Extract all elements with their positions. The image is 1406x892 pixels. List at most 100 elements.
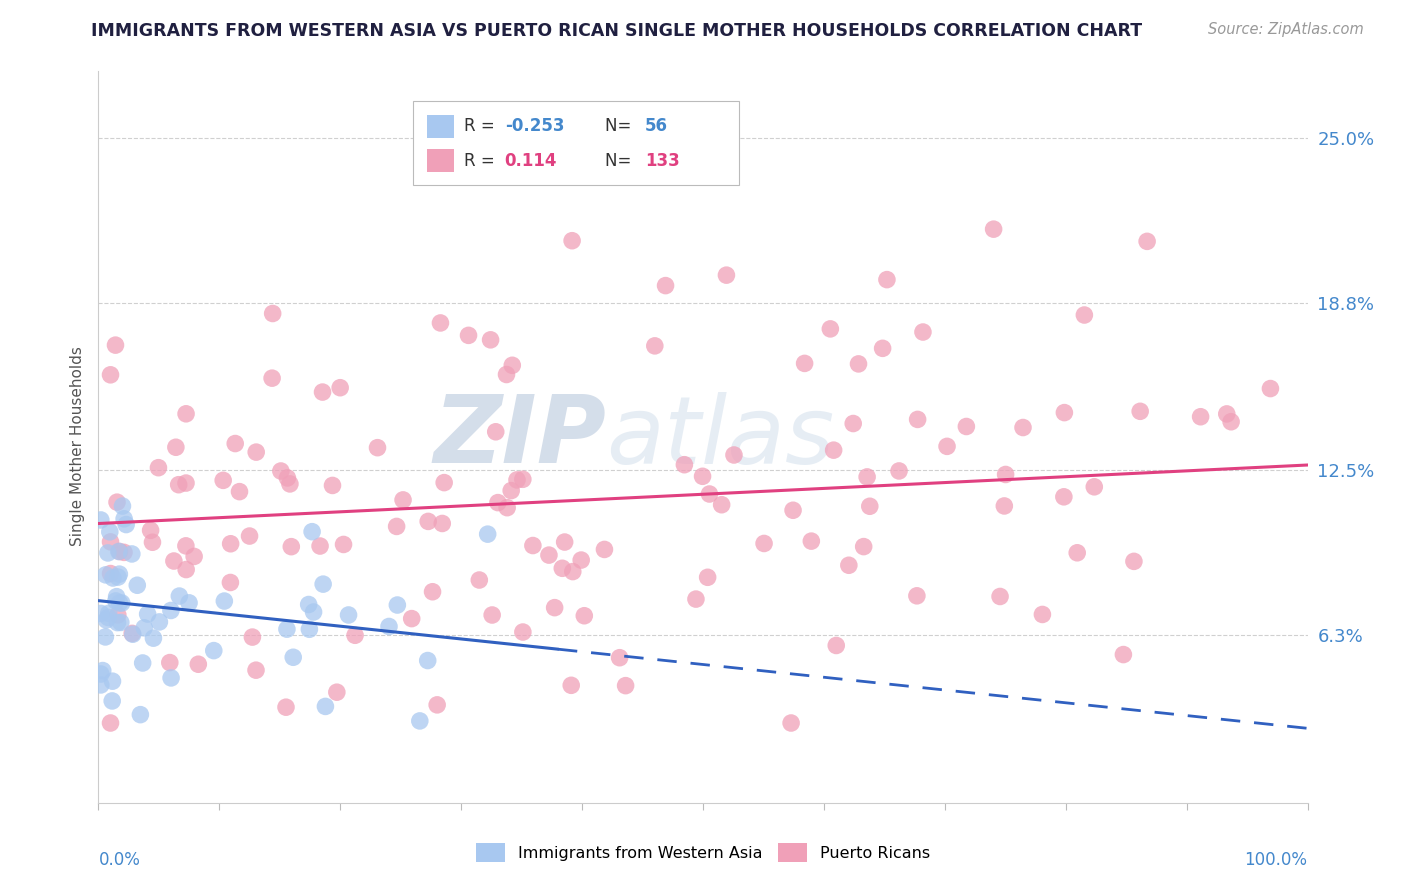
- Point: [673, 458, 696, 472]
- Text: N=: N=: [605, 117, 637, 136]
- Point: [426, 698, 449, 712]
- Point: [121, 547, 143, 561]
- Point: [104, 594, 127, 608]
- Point: [859, 500, 882, 514]
- Point: [97, 610, 120, 624]
- Point: [101, 571, 124, 585]
- Point: [174, 563, 197, 577]
- Bar: [427, 114, 454, 138]
- Point: [121, 626, 143, 640]
- Point: [90, 667, 112, 681]
- Point: [298, 598, 321, 612]
- Point: [167, 477, 190, 491]
- Text: IMMIGRANTS FROM WESTERN ASIA VS PUERTO RICAN SINGLE MOTHER HOUSEHOLDS CORRELATIO: IMMIGRANTS FROM WESTERN ASIA VS PUERTO R…: [91, 22, 1143, 40]
- Point: [1053, 406, 1076, 420]
- Point: [1122, 554, 1144, 568]
- Text: Source: ZipAtlas.com: Source: ZipAtlas.com: [1208, 22, 1364, 37]
- Point: [276, 622, 298, 636]
- Point: [148, 615, 170, 629]
- Point: [134, 621, 156, 635]
- Point: [496, 500, 519, 515]
- Point: [593, 542, 616, 557]
- Text: N=: N=: [605, 152, 637, 169]
- Point: [692, 469, 714, 483]
- Point: [100, 566, 122, 581]
- Point: [214, 594, 236, 608]
- Point: [108, 544, 131, 558]
- Point: [90, 607, 112, 621]
- Point: [560, 678, 582, 692]
- Point: [174, 407, 197, 421]
- Point: [1189, 409, 1212, 424]
- Point: [136, 607, 159, 621]
- Point: [115, 517, 138, 532]
- Point: [183, 549, 205, 564]
- Point: [506, 473, 529, 487]
- Point: [723, 448, 745, 462]
- Point: [654, 278, 676, 293]
- Point: [1112, 648, 1135, 662]
- Point: [551, 561, 574, 575]
- Point: [1220, 415, 1243, 429]
- Point: [537, 548, 560, 562]
- Point: [160, 671, 183, 685]
- Point: [100, 534, 122, 549]
- Point: [174, 476, 197, 491]
- Point: [301, 524, 323, 539]
- Point: [1073, 308, 1095, 322]
- Point: [512, 472, 534, 486]
- Point: [90, 678, 112, 692]
- Text: R =: R =: [464, 117, 499, 136]
- Point: [782, 503, 804, 517]
- Point: [242, 630, 264, 644]
- Point: [224, 436, 246, 450]
- Point: [911, 325, 934, 339]
- Point: [457, 328, 479, 343]
- Point: [820, 322, 842, 336]
- Point: [90, 513, 112, 527]
- Point: [302, 605, 325, 619]
- Text: 100.0%: 100.0%: [1244, 851, 1308, 869]
- Point: [280, 540, 302, 554]
- Point: [165, 440, 187, 454]
- Point: [823, 443, 845, 458]
- Point: [298, 622, 321, 636]
- Point: [856, 470, 879, 484]
- Point: [543, 600, 565, 615]
- Point: [432, 516, 454, 531]
- Point: [907, 412, 929, 426]
- Point: [104, 338, 127, 352]
- Point: [100, 368, 122, 382]
- Point: [329, 381, 352, 395]
- Point: [111, 499, 134, 513]
- Point: [936, 439, 959, 453]
- Point: [501, 483, 523, 498]
- Point: [1012, 420, 1035, 434]
- Point: [219, 537, 242, 551]
- Point: [418, 515, 440, 529]
- Point: [842, 417, 865, 431]
- Text: ZIP: ZIP: [433, 391, 606, 483]
- Point: [91, 664, 114, 678]
- Point: [1031, 607, 1053, 622]
- Point: [1083, 480, 1105, 494]
- Point: [169, 589, 191, 603]
- Point: [848, 357, 870, 371]
- Point: [477, 527, 499, 541]
- Point: [129, 707, 152, 722]
- Point: [385, 519, 408, 533]
- Point: [337, 607, 360, 622]
- Point: [780, 716, 803, 731]
- Point: [1216, 407, 1239, 421]
- Point: [108, 544, 131, 558]
- Point: [97, 607, 120, 621]
- Point: [121, 627, 143, 641]
- Point: [108, 567, 131, 582]
- Point: [872, 342, 894, 356]
- Point: [94, 567, 117, 582]
- Point: [710, 498, 733, 512]
- Point: [219, 575, 242, 590]
- Point: [609, 650, 631, 665]
- Point: [344, 628, 367, 642]
- Text: 0.0%: 0.0%: [98, 851, 141, 869]
